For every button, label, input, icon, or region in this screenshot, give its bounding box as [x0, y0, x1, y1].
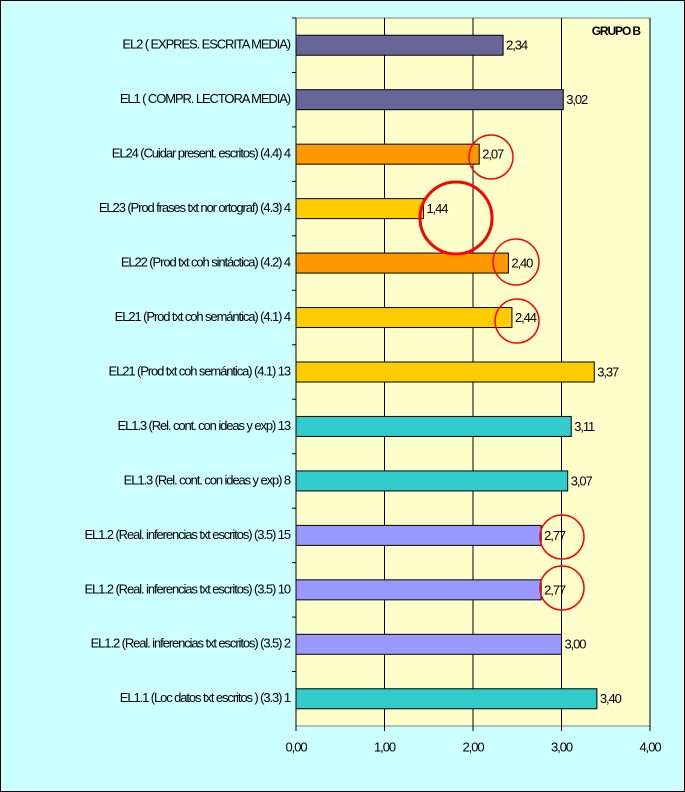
bars: [295, 34, 598, 710]
value-label: 3,07: [571, 473, 593, 488]
value-label: 3,40: [600, 691, 622, 706]
bar: [295, 415, 572, 437]
highlight-circle: [539, 565, 585, 611]
y-tick-label: EL22 (Prod txt coh sintáctica) (4.2) 4: [121, 255, 291, 270]
bar: [295, 579, 542, 601]
y-tick-label: EL23 (Prod frases txt nor ortograf) (4.3…: [99, 200, 291, 215]
bar: [295, 307, 513, 329]
y-tick-label: EL1.2 (Real. inferencias txt escritos) (…: [84, 581, 290, 596]
bar: [295, 34, 504, 56]
highlight-circle: [539, 514, 585, 560]
value-label: 2,77: [544, 582, 566, 597]
value-label: 2,77: [544, 528, 566, 543]
bar: [295, 252, 509, 274]
y-tick-label: EL1.2 (Real. inferencias txt escritos) (…: [84, 527, 290, 542]
x-tick-label: 3,00: [551, 739, 573, 754]
highlight-circle: [492, 238, 540, 286]
y-tick-label: EL1 ( COMPR. LECTORA MEDIA): [120, 91, 291, 106]
x-tick-label: 1,00: [374, 739, 396, 754]
bar: [295, 688, 598, 710]
y-tick-label: EL2 ( EXPRES. ESCRITA MEDIA): [122, 37, 290, 52]
bar: [295, 89, 564, 111]
y-tick-label: EL21 (Prod txt coh semántica) (4.1) 4: [115, 309, 291, 324]
y-tick-label: EL21 (Prod txt coh semántica) (4.1) 13: [109, 363, 291, 378]
value-label: 2,40: [511, 256, 533, 271]
highlight-circle: [468, 134, 514, 180]
value-label: 2,34: [506, 38, 528, 53]
x-tick-label: 2,00: [463, 739, 485, 754]
chart-title: GRUPO B: [592, 24, 642, 38]
x-tick-label: 0,00: [286, 739, 308, 754]
value-label: 3,11: [574, 419, 595, 434]
bar: [295, 361, 595, 383]
value-label: 3,00: [565, 637, 587, 652]
annotation-circles: [418, 134, 585, 611]
value-label: 2,07: [482, 147, 504, 162]
bar: [295, 524, 542, 546]
y-tick-label: EL1.1 (Loc datos txt escritos ) (3.3) 1: [120, 690, 291, 705]
y-tick-label: EL1.3 (Rel. cont. con ideas y exp) 13: [118, 418, 291, 433]
value-label: 3,02: [566, 92, 588, 107]
bar: [295, 633, 562, 655]
highlight-circle: [418, 180, 494, 256]
value-label: 2,44: [515, 310, 537, 325]
bar: [295, 143, 480, 165]
value-label: 3,37: [597, 364, 619, 379]
value-label: 1,44: [426, 201, 448, 216]
highlight-circle: [494, 298, 540, 344]
x-tick-label: 4,00: [640, 739, 662, 754]
bar: [295, 198, 424, 220]
y-tick-label: EL1.2 (Real. inferencias txt escritos) (…: [91, 636, 291, 651]
bar: [295, 470, 569, 492]
y-tick-label: EL1.3 (Rel. cont. con ideas y exp) 8: [124, 472, 291, 487]
y-tick-label: EL24 (Cuidar present. escritos) (4.4) 4: [112, 146, 291, 161]
